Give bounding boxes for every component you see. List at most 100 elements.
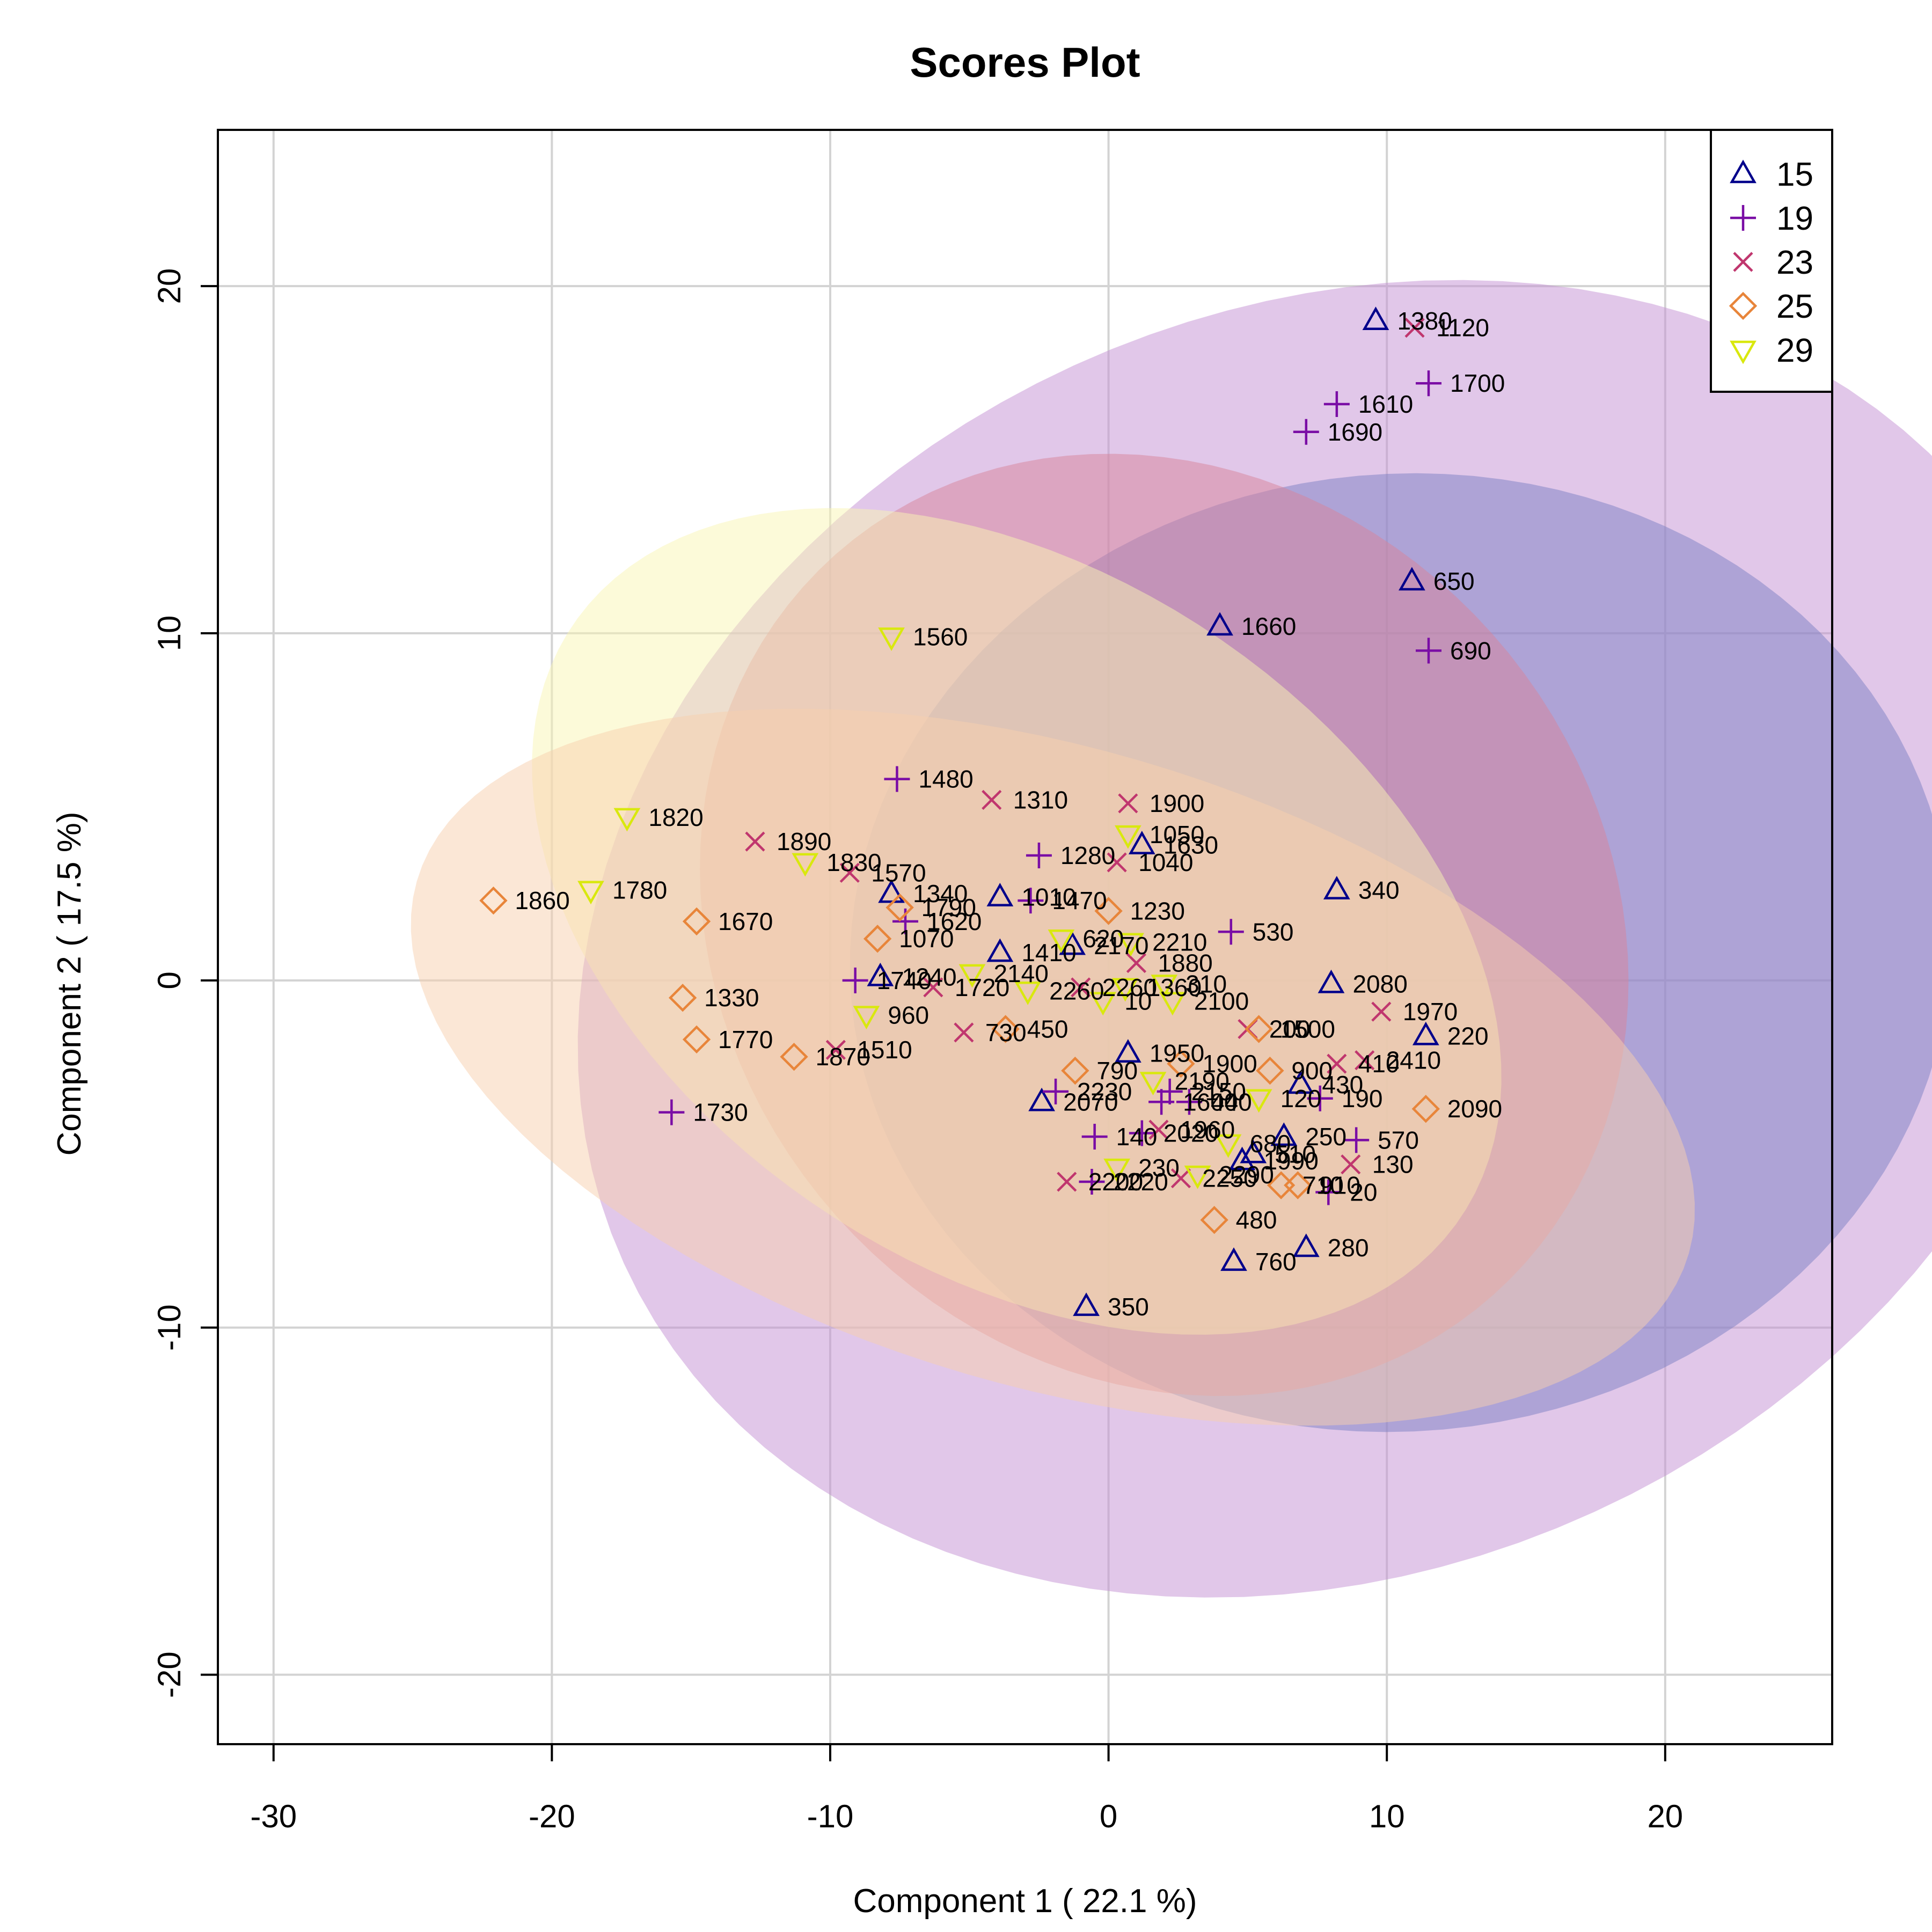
data-point-series-29 <box>1214 1134 1242 1158</box>
data-point-series-29 <box>1184 1165 1211 1189</box>
data-point-series-19 <box>658 1099 685 1125</box>
data-point-series-19 <box>842 967 868 993</box>
point-label: 510 <box>1275 1140 1316 1168</box>
data-point-series-19 <box>1293 419 1319 445</box>
point-labels: 1380 650 1660 1630 340 1340 1010 2170 1410 1240 20… <box>515 307 1505 1321</box>
data-point-series-29 <box>1089 992 1117 1016</box>
point-label: 1470 <box>1052 887 1107 914</box>
data-point-series-23 <box>1341 1154 1361 1175</box>
data-point-series-23 <box>1327 1053 1347 1074</box>
y-tick-label: 10 <box>151 616 187 652</box>
data-point-series-19 <box>1026 842 1052 868</box>
point-label: 1120 <box>1436 314 1489 342</box>
point-label: 1340 <box>913 880 968 908</box>
data-point-series-15 <box>1318 969 1345 993</box>
legend-label-19: 19 <box>1776 200 1813 237</box>
point-label: 2190 <box>1175 1067 1230 1095</box>
point-label: 1380 <box>1397 307 1452 335</box>
point-label: 1310 <box>1013 786 1068 814</box>
data-point-series-15 <box>1362 306 1389 331</box>
data-point-series-25 <box>1061 1056 1089 1085</box>
point-label: 1500 <box>1280 1015 1335 1043</box>
point-label: 480 <box>1236 1206 1277 1234</box>
point-label: 1560 <box>913 623 968 650</box>
point-label: 2230 <box>1077 1078 1132 1106</box>
ellipse-series-25 <box>411 708 1695 1426</box>
data-point-series-19 <box>1148 1089 1175 1115</box>
point-label: 710 <box>1302 1172 1344 1199</box>
point-label: 1740 <box>877 967 932 994</box>
data-point-series-15 <box>1073 1292 1100 1316</box>
point-label: 1660 <box>1241 612 1296 640</box>
data-point-series-29 <box>1139 1072 1167 1096</box>
data-point-series-29 <box>613 808 641 832</box>
data-point-series-23 <box>825 1040 846 1060</box>
data-point-series-23 <box>1126 953 1147 974</box>
data-point-series-19 <box>1018 888 1044 914</box>
point-label: 1620 <box>927 908 982 935</box>
legend: 15 19 23 25 29 <box>1710 129 1833 393</box>
point-label: 530 <box>1253 918 1294 946</box>
point-label: 2250 <box>1202 1165 1257 1192</box>
point-label: 1240 <box>902 963 956 991</box>
y-axis-label: Component 2 ( 17.5 %) <box>51 811 88 1155</box>
data-point-series-29 <box>958 964 986 988</box>
point-label: 440 <box>1211 1088 1252 1116</box>
x-tick-label: -30 <box>250 1798 297 1834</box>
point-label: 1610 <box>1358 390 1413 418</box>
point-label: 1830 <box>826 848 881 876</box>
point-label: 2260 <box>1049 977 1104 1005</box>
point-label: 1600 <box>1183 1088 1238 1116</box>
point-label: 250 <box>1305 1123 1346 1151</box>
point-label: 1870 <box>816 1043 870 1071</box>
point-label: 410 <box>1358 1050 1400 1078</box>
data-point-series-15 <box>1220 1247 1247 1271</box>
data-point-series-25 <box>1256 1056 1284 1085</box>
point-label: 450 <box>1027 1015 1069 1043</box>
data-point-series-15 <box>1128 831 1155 854</box>
data-point-series-15 <box>1270 1122 1298 1146</box>
point-label: 190 <box>1342 1085 1383 1113</box>
data-point-series-29 <box>1115 825 1141 849</box>
data-point-series-19 <box>1416 370 1441 397</box>
point-label: 140 <box>1116 1123 1158 1151</box>
data-point-series-29 <box>1151 975 1178 998</box>
x-tick-label: 0 <box>1100 1798 1117 1834</box>
data-point-series-15 <box>1292 1233 1320 1257</box>
data-point-series-23 <box>954 1022 974 1043</box>
data-point-series-15 <box>1115 1039 1141 1063</box>
chart-title: Scores Plot <box>910 39 1140 86</box>
data-point-series-25 <box>1411 1095 1440 1123</box>
data-point-series-15 <box>1412 1021 1439 1045</box>
y-tick-label: -20 <box>151 1651 187 1698</box>
data-point-series-29 <box>792 853 819 877</box>
point-label: 1730 <box>693 1099 748 1126</box>
confidence-ellipses <box>411 280 1932 1598</box>
point-label: 1990 <box>1264 1147 1319 1175</box>
data-point-series-19 <box>1218 919 1244 945</box>
data-point-series-15 <box>986 883 1014 906</box>
point-label: 1950 <box>1150 1040 1204 1067</box>
point-label: 350 <box>1108 1293 1149 1321</box>
point-label: 2210 <box>1152 928 1207 956</box>
legend-marker-23 <box>1733 252 1753 272</box>
data-point-series-19 <box>1081 1123 1108 1150</box>
data-point-series-25 <box>885 893 914 922</box>
data-point-series-15 <box>1240 1139 1267 1163</box>
point-label: 20 <box>1350 1178 1377 1206</box>
data-point-series-19 <box>1079 1169 1105 1195</box>
data-point-series-23 <box>1355 1050 1375 1071</box>
point-label: 1010 <box>1021 883 1076 911</box>
point-label: 430 <box>1322 1071 1363 1099</box>
point-label: 130 <box>1372 1151 1414 1179</box>
data-point-series-29 <box>1245 1089 1272 1113</box>
point-label: 1570 <box>871 859 926 887</box>
data-point-series-19 <box>1176 1089 1202 1115</box>
data-point-series-19 <box>1129 1120 1155 1146</box>
data-point-series-29 <box>1117 933 1144 957</box>
point-label: 1770 <box>718 1026 773 1053</box>
point-label: 1790 <box>921 894 976 921</box>
data-point-series-25 <box>1200 1206 1228 1234</box>
point-label: 230 <box>1138 1154 1180 1182</box>
data-point-series-15 <box>1228 1146 1256 1170</box>
